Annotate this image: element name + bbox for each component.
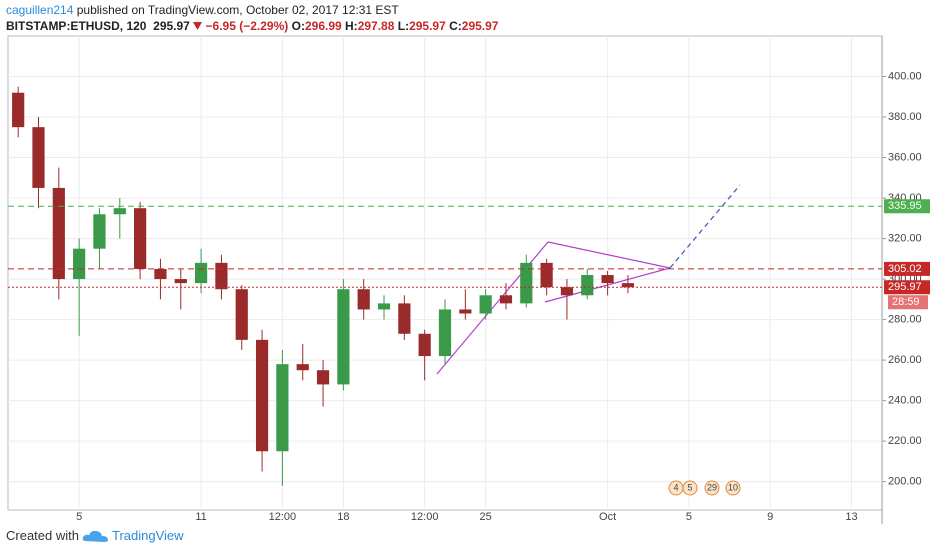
x-tick-label: 12:00 [411, 511, 439, 523]
y-tick-label: 320.00 [888, 232, 922, 244]
candle-body [337, 289, 350, 385]
candle-body [560, 287, 574, 296]
candle-body [377, 303, 391, 310]
candle-body [601, 275, 614, 284]
symbol: BITSTAMP:ETHUSD, 120 [6, 19, 147, 33]
y-tick-label: 280.00 [888, 313, 922, 325]
y-tick-label: 260.00 [888, 354, 922, 366]
y-tick-label: 360.00 [888, 151, 922, 163]
x-tick-label: 12:00 [269, 511, 297, 523]
y-tick-label: 200.00 [888, 476, 922, 488]
candle-body [418, 333, 431, 357]
level-label-box [884, 261, 930, 276]
event-label: 10 [728, 482, 738, 492]
candle-body [235, 289, 248, 340]
footer-brand[interactable]: TradingView [112, 528, 184, 543]
candle-body [540, 262, 553, 288]
y-tick-label: 380.00 [888, 111, 922, 123]
x-tick-label: 5 [76, 511, 82, 523]
x-tick-label: 25 [480, 511, 492, 523]
author[interactable]: caguillen214 [6, 3, 74, 17]
close: 295.97 [461, 19, 499, 33]
y-tick-label: 240.00 [888, 395, 922, 407]
candle-body [438, 309, 452, 357]
candle-body [194, 262, 208, 284]
candle-body [276, 364, 289, 452]
candle-body [134, 208, 147, 269]
high: 297.88 [357, 19, 395, 33]
candle-body [52, 187, 65, 280]
low-label: L: [397, 19, 410, 33]
candle-body [93, 214, 106, 249]
event-badge [725, 480, 741, 496]
level-label: 335.95 [888, 200, 922, 212]
event-badge [704, 480, 720, 496]
event-label: 29 [707, 482, 717, 492]
quote-line: BITSTAMP:ETHUSD, 120 295.97 −6.95 (−2.29… [6, 19, 498, 33]
candle-body [73, 248, 86, 280]
low: 295.97 [409, 19, 446, 33]
candle-body [581, 275, 594, 296]
open-label: O: [291, 19, 305, 33]
y-tick-label: 400.00 [888, 70, 922, 82]
trend-line [436, 241, 549, 375]
x-tick-label: 13 [845, 511, 857, 523]
candle-body [479, 295, 492, 314]
trend-line [547, 241, 671, 269]
candle-body [255, 339, 269, 452]
x-tick-label: 5 [686, 511, 692, 523]
header-line: caguillen214 published on TradingView.co… [6, 3, 399, 17]
candle-body [459, 309, 472, 314]
level-label: 295.97 [888, 281, 922, 293]
candle-body [316, 370, 330, 385]
change-pct: (−2.29%) [239, 19, 289, 33]
countdown-box [888, 295, 928, 310]
chart: 200.00220.00240.00260.00280.00300.00320.… [7, 35, 930, 524]
candle-body [113, 208, 126, 215]
y-tick-label: 220.00 [888, 435, 922, 447]
candle-body [357, 289, 370, 310]
countdown: 28:59 [892, 296, 920, 308]
x-tick-label: 9 [767, 511, 773, 523]
candle-body [398, 303, 411, 334]
x-tick-label: 18 [337, 511, 349, 523]
event-label: 5 [687, 482, 692, 492]
logo[interactable] [82, 528, 110, 544]
down-arrow [193, 22, 203, 30]
open: 296.99 [304, 19, 342, 33]
candle-body [499, 295, 513, 304]
event-label: 4 [673, 482, 678, 492]
candle-body [296, 364, 309, 371]
high-label: H: [345, 19, 358, 33]
x-tick-label: Oct [599, 511, 616, 523]
candle-body [154, 268, 167, 280]
trend-line [669, 184, 741, 269]
candle-body [621, 283, 635, 288]
event-badge [682, 480, 698, 496]
candle-body [12, 92, 25, 128]
footer-created: Created with [6, 528, 79, 543]
x-tick-label: 11 [195, 511, 206, 523]
candle-body [215, 262, 228, 290]
candle-body [520, 262, 533, 304]
close-label: C: [449, 19, 462, 33]
last: 295.97 [153, 19, 190, 33]
candle-body [174, 279, 187, 284]
level-label: 305.02 [888, 263, 922, 275]
level-label-box [884, 199, 930, 214]
change: −6.95 [205, 19, 236, 33]
plot-frame [7, 35, 883, 511]
published: published on TradingView.com, October 02… [76, 3, 399, 17]
candle-body [32, 127, 45, 188]
level-label-box [884, 280, 930, 295]
